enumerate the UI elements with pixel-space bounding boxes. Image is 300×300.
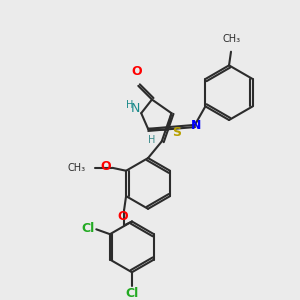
Text: S: S: [172, 126, 181, 139]
Text: O: O: [131, 65, 142, 78]
Text: H: H: [148, 134, 156, 145]
Text: O: O: [118, 210, 128, 223]
Text: CH₃: CH₃: [68, 163, 86, 173]
Text: H: H: [126, 100, 133, 110]
Text: N: N: [191, 119, 201, 132]
Text: CH₃: CH₃: [223, 34, 241, 44]
Text: Cl: Cl: [125, 287, 139, 300]
Text: Cl: Cl: [82, 222, 95, 235]
Text: N: N: [131, 102, 140, 115]
Text: O: O: [100, 160, 111, 173]
